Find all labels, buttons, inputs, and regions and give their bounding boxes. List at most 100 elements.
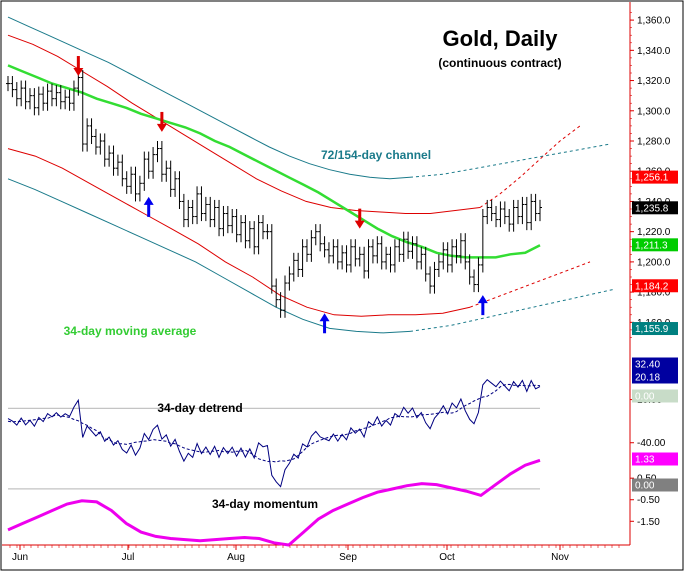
- chart-subtitle: (continuous contract): [438, 56, 561, 70]
- price-bar: [124, 171, 129, 194]
- momentum-value-tag: 1.33: [632, 452, 678, 466]
- price-bar: [392, 239, 397, 273]
- price-bar: [370, 239, 375, 264]
- price-bar: [507, 209, 512, 232]
- price-bar: [357, 246, 362, 267]
- price-value-tag: 1,155.9: [632, 322, 678, 336]
- price-bar: [19, 80, 24, 107]
- price-bar: [309, 230, 314, 262]
- svg-text:32.40: 32.40: [635, 360, 660, 371]
- price-bar: [502, 201, 507, 225]
- detrend-label: 34-day detrend: [157, 401, 242, 415]
- momentum-line: [7, 458, 541, 547]
- price-bar: [173, 171, 178, 197]
- upper-inner-channel: [7, 34, 481, 214]
- price-bar: [212, 199, 217, 228]
- price-bar: [155, 141, 160, 163]
- price-bar: [93, 128, 98, 155]
- price-tick-label: 1,340.0: [637, 46, 671, 57]
- price-bar: [102, 133, 107, 167]
- down-arrow-icon: [354, 208, 365, 229]
- detrend-line: [7, 379, 541, 488]
- svg-text:1,155.9: 1,155.9: [635, 324, 669, 335]
- price-bar: [467, 254, 472, 285]
- price-bar: [494, 205, 499, 228]
- momentum-tick-label: -1.50: [637, 517, 660, 528]
- price-bar: [6, 76, 10, 92]
- svg-text:0.00: 0.00: [635, 481, 655, 492]
- price-bar: [137, 175, 142, 202]
- price-bar: [243, 215, 248, 249]
- price-bar: [269, 224, 274, 294]
- price-bar: [63, 89, 68, 110]
- price-bar: [388, 246, 393, 273]
- price-bar: [71, 80, 76, 111]
- price-bar: [239, 215, 244, 243]
- price-bar: [181, 193, 186, 228]
- price-bar: [520, 196, 525, 225]
- price-bar: [177, 171, 182, 209]
- price-bar: [296, 252, 301, 277]
- price-bar: [489, 199, 494, 222]
- price-bar: [217, 199, 222, 237]
- price-bar: [168, 160, 173, 197]
- price-bar: [27, 88, 32, 110]
- price-bar: [146, 151, 151, 179]
- price-bar: [186, 199, 191, 228]
- price-bar: [476, 257, 481, 293]
- price-bar: [366, 239, 371, 279]
- price-bar: [208, 196, 213, 228]
- price-bar: [282, 275, 287, 318]
- price-bar: [432, 261, 437, 294]
- price-bar: [436, 254, 441, 277]
- price-bar: [107, 145, 112, 167]
- price-bar: [331, 239, 336, 264]
- price-bar: [225, 205, 230, 234]
- price-bar: [362, 246, 367, 279]
- price-bar: [291, 252, 296, 282]
- price-tick-label: 1,220.0: [637, 227, 671, 238]
- price-bar: [247, 221, 252, 249]
- svg-text:1.33: 1.33: [635, 455, 655, 466]
- price-bar: [300, 239, 305, 277]
- price-bar: [41, 86, 46, 111]
- price-bar: [14, 82, 19, 107]
- price-bar: [190, 199, 195, 225]
- lower-outer-channel: [7, 178, 411, 334]
- upper-outer-channel: [7, 16, 411, 180]
- price-bar: [142, 151, 147, 191]
- price-bar: [49, 83, 54, 107]
- price-bar: [80, 69, 85, 152]
- price-bar: [335, 239, 340, 270]
- price-bar: [89, 118, 94, 145]
- price-bar: [348, 239, 353, 273]
- svg-text:1,211.3: 1,211.3: [635, 240, 668, 251]
- price-bar: [67, 89, 72, 111]
- momentum-tick-label: -0.50: [637, 495, 660, 506]
- x-tick-label: Aug: [227, 552, 245, 563]
- price-bar: [485, 199, 490, 225]
- upper-inner-channel-projection: [479, 125, 581, 208]
- svg-text:20.18: 20.18: [635, 373, 660, 384]
- price-bar: [410, 236, 415, 259]
- price-bar: [419, 246, 424, 270]
- svg-text:1,256.1: 1,256.1: [635, 173, 669, 184]
- price-bar: [318, 224, 323, 252]
- price-bar: [428, 266, 433, 294]
- detrend-smoothed-line: [7, 383, 541, 463]
- channel-label: 72/154-day channel: [321, 148, 431, 162]
- price-tick-label: 1,280.0: [637, 137, 671, 148]
- price-bar: [45, 83, 50, 111]
- price-bar: [115, 154, 120, 176]
- ma34-line: [7, 64, 541, 259]
- down-arrow-icon: [73, 56, 84, 77]
- svg-text:1,184.2: 1,184.2: [635, 281, 669, 292]
- momentum-label: 34-day momentum: [212, 497, 318, 511]
- price-bar: [230, 209, 235, 234]
- price-bar: [199, 186, 204, 222]
- price-tick-label: 1,200.0: [637, 257, 671, 268]
- price-value-tag: 1,184.2: [632, 279, 678, 293]
- price-bar: [384, 246, 389, 270]
- price-bar: [221, 205, 226, 237]
